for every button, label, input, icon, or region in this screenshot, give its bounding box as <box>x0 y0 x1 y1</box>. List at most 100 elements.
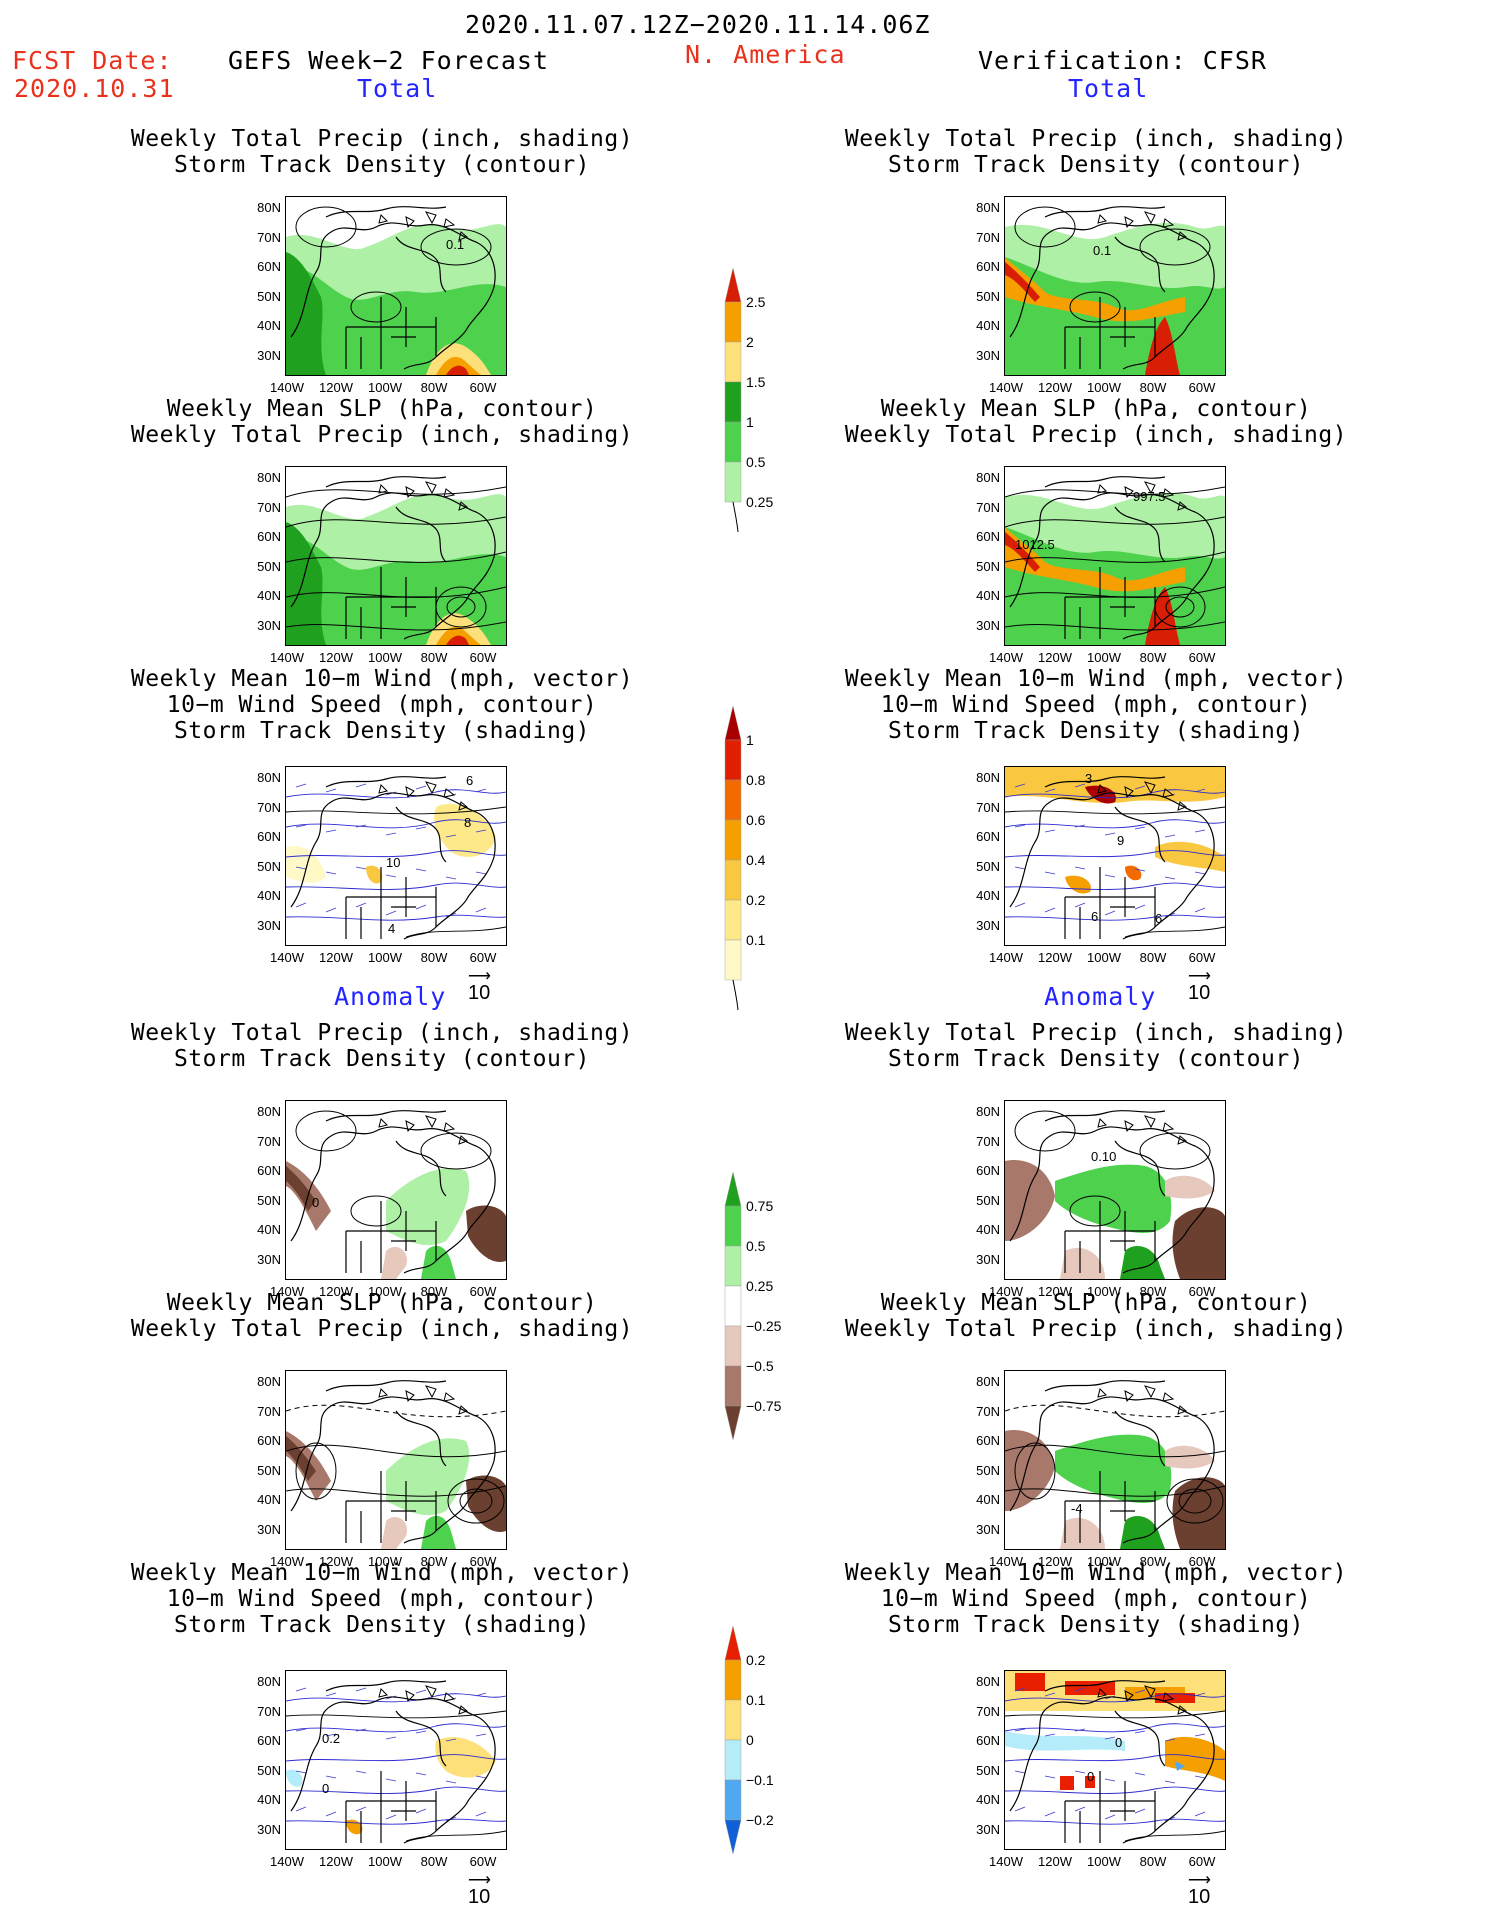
lon-tick-label: 100W <box>1087 1284 1121 1299</box>
lat-tick-label: 70N <box>976 229 1000 245</box>
colorbar-label: −0.1 <box>746 1772 774 1788</box>
colorbar-segment <box>724 267 742 303</box>
colorbar-segment <box>724 461 742 503</box>
lon-tick-label: 80W <box>420 1284 448 1299</box>
lon-tick-label: 140W <box>270 380 304 395</box>
lat-tick-label: 40N <box>976 1792 1000 1807</box>
lat-tick-label: 80N <box>257 1374 281 1389</box>
lat-tick-label: 40N <box>257 1222 281 1237</box>
lon-tick-label: 60W <box>469 650 497 665</box>
fc-total-wind-title: Weekly Mean 10−m Wind (mph, vector) 10−m … <box>130 666 634 744</box>
lat-tick-label: 60N <box>976 1163 1000 1178</box>
lat-tick-label: 70N <box>257 1133 281 1149</box>
lat-tick-label: 60N <box>257 1433 281 1448</box>
contour-label: 0.2 <box>322 1731 340 1746</box>
lon-tick-label: 140W <box>270 1554 304 1569</box>
contour-label: 0 <box>1087 1769 1094 1784</box>
colorbar-label: 0.25 <box>746 1278 774 1294</box>
colorbar-segment <box>724 1739 742 1781</box>
lat-tick-label: 70N <box>976 1403 1000 1419</box>
lat-tick-label: 30N <box>257 1251 281 1267</box>
forecast-title: GEFS Week−2 Forecast <box>228 46 550 75</box>
lon-tick-label: 60W <box>1188 950 1216 965</box>
contour-label: 6 <box>1155 911 1162 926</box>
contour-label: 0.1 <box>446 237 464 252</box>
lat-tick-label: 30N <box>257 1521 281 1537</box>
lon-tick-label: 140W <box>989 1284 1023 1299</box>
colorbar-label: −0.25 <box>746 1318 782 1334</box>
colorbar-svg <box>724 267 742 533</box>
lon-tick-label: 120W <box>319 1284 353 1299</box>
lat-tick-label: 40N <box>976 1222 1000 1237</box>
contour-label: -4 <box>1071 1501 1083 1516</box>
lat-tick-label: 80N <box>257 470 281 485</box>
lon-tick-label: 60W <box>1188 1284 1216 1299</box>
colorbar-label: 0 <box>746 1732 754 1748</box>
lat-tick-label: 80N <box>976 200 1000 215</box>
lat-tick-label: 80N <box>257 770 281 785</box>
lat-tick-label: 60N <box>257 1163 281 1178</box>
lat-tick-label: 60N <box>257 259 281 274</box>
colorbar-storm-total: 1 0.8 0.6 0.4 0.2 0.1 <box>724 705 765 1018</box>
lat-tick-label: 50N <box>257 558 281 574</box>
fcst-date: 2020.10.31 <box>14 74 175 103</box>
colorbar-label: 1 <box>746 732 754 748</box>
colorbar-segment <box>724 341 742 383</box>
forecast-total-label: Total <box>357 74 438 103</box>
lat-tick-label: 30N <box>976 1521 1000 1537</box>
colorbar-label: 0.25 <box>746 494 774 510</box>
contour-label: 3 <box>1085 771 1092 786</box>
colorbar-svg <box>724 705 742 1011</box>
contour-label: 1012.5 <box>1015 537 1055 552</box>
contour-label: 0 <box>312 1195 319 1210</box>
lat-tick-label: 70N <box>976 1133 1000 1149</box>
obs-total-slp-map: 997.5 1012.5 <box>1004 466 1226 646</box>
lon-tick-label: 140W <box>989 1554 1023 1569</box>
lat-tick-label: 70N <box>976 799 1000 815</box>
colorbar-storm-anom: 0.2 0.1 0 −0.1 −0.2 <box>724 1625 774 1862</box>
lon-tick-label: 100W <box>1087 1854 1121 1869</box>
colorbar-label: 1.5 <box>746 374 766 390</box>
lon-tick-label: 100W <box>368 1854 402 1869</box>
lat-tick-label: 50N <box>257 1192 281 1208</box>
lat-tick-label: 70N <box>257 1403 281 1419</box>
lon-tick-label: 140W <box>989 380 1023 395</box>
lon-tick-label: 100W <box>1087 1554 1121 1569</box>
lat-tick-label: 40N <box>257 318 281 333</box>
lon-tick-label: 60W <box>469 1554 497 1569</box>
fc-anom-slp-title: Weekly Mean SLP (hPa, contour) Weekly Tot… <box>130 1290 634 1342</box>
lon-tick-label: 120W <box>319 950 353 965</box>
colorbar-segment <box>724 1205 742 1247</box>
lon-tick-label: 60W <box>469 380 497 395</box>
lat-tick-label: 70N <box>257 799 281 815</box>
colorbar-label: 0.2 <box>746 892 766 908</box>
lon-tick-label: 140W <box>989 650 1023 665</box>
lon-tick-label: 140W <box>989 950 1023 965</box>
obs-anom-wind-map: 0 0 <box>1004 1670 1226 1850</box>
contour-label: 10 <box>386 855 400 870</box>
colorbar-segment <box>724 899 742 941</box>
colorbar-segment <box>724 1245 742 1287</box>
colorbar-label: 0.75 <box>746 1198 774 1214</box>
lat-tick-label: 70N <box>257 1703 281 1719</box>
colorbar-tail <box>732 979 739 1011</box>
lon-tick-label: 60W <box>1188 1854 1216 1869</box>
colorbar-label: 0.6 <box>746 812 766 828</box>
lon-tick-label: 60W <box>1188 380 1216 395</box>
lat-tick-label: 30N <box>976 1251 1000 1267</box>
lat-tick-label: 30N <box>257 617 281 633</box>
colorbar-label: 0.5 <box>746 1238 766 1254</box>
lat-tick-label: 30N <box>976 347 1000 363</box>
lat-tick-label: 70N <box>976 1703 1000 1719</box>
vector-ref-fc-total: ⟶ 10 <box>468 968 491 1005</box>
colorbar-tail <box>732 501 739 533</box>
lon-tick-label: 120W <box>319 1854 353 1869</box>
colorbar-svg <box>724 1625 742 1855</box>
lat-tick-label: 40N <box>257 888 281 903</box>
lat-tick-label: 40N <box>976 1492 1000 1507</box>
lon-tick-label: 80W <box>420 950 448 965</box>
obs-total-wind-title: Weekly Mean 10−m Wind (mph, vector) 10−m … <box>844 666 1348 744</box>
contour-label: 0.1 <box>1093 243 1111 258</box>
colorbar-segment <box>724 705 742 741</box>
lat-tick-label: 50N <box>257 288 281 304</box>
